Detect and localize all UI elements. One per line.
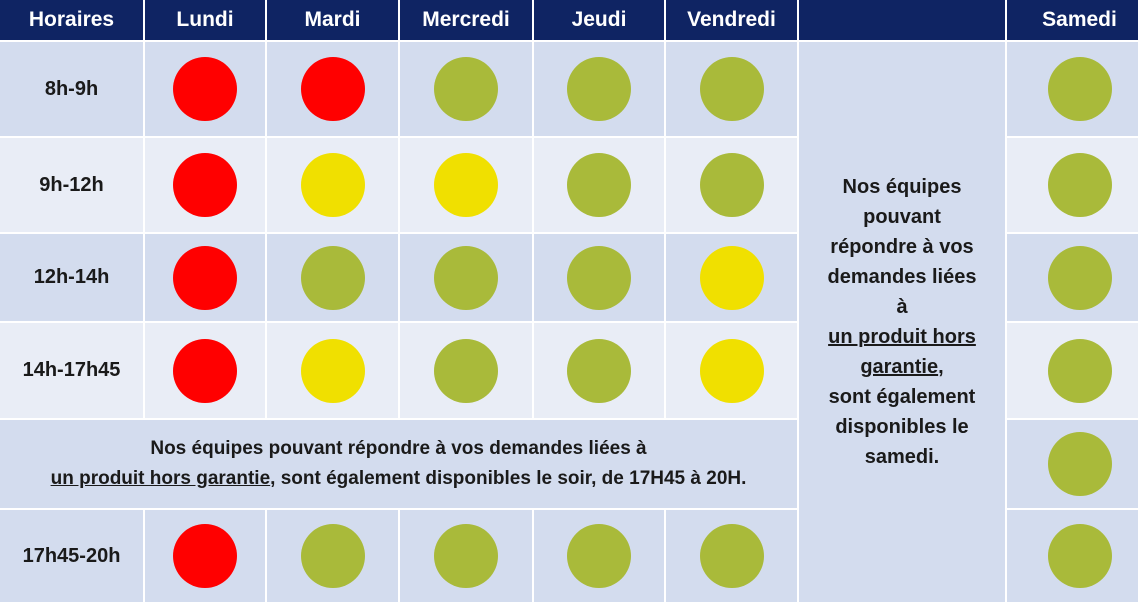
note-line: disponibles le <box>835 416 969 438</box>
status-cell <box>145 234 265 321</box>
status-cell <box>666 42 797 136</box>
status-cell <box>400 323 532 418</box>
header-mardi: Mardi <box>267 0 398 40</box>
status-dot-red <box>173 524 237 588</box>
note-line-garantie: garantie, <box>860 352 943 382</box>
status-cell <box>400 234 532 321</box>
status-cell <box>400 42 532 136</box>
status-cell <box>666 234 797 321</box>
note-comma: , <box>938 356 944 378</box>
samedi-cell <box>1007 420 1138 508</box>
status-dot-green <box>699 153 764 217</box>
status-dot-yellow <box>434 153 498 217</box>
status-dot-green <box>699 524 764 588</box>
banner-rest: , sont également disponibles le soir, de… <box>270 468 747 489</box>
status-cell <box>400 138 532 232</box>
status-dot-green <box>1047 245 1112 310</box>
status-cell <box>267 323 398 418</box>
status-dot-yellow <box>300 338 365 403</box>
status-dot-red <box>173 245 237 310</box>
status-dot-yellow <box>300 153 365 217</box>
note-line: répondre à vos <box>830 236 974 258</box>
samedi-cell <box>1007 234 1138 321</box>
evening-banner: Nos équipes pouvant répondre à vos deman… <box>0 420 797 508</box>
status-cell <box>666 510 797 602</box>
status-dot-green <box>567 57 631 121</box>
status-cell <box>534 234 664 321</box>
status-dot-green <box>1047 338 1112 403</box>
status-cell <box>534 138 664 232</box>
samedi-cell <box>1007 323 1138 418</box>
note-line: samedi. <box>864 446 940 468</box>
samedi-cell <box>1007 510 1138 602</box>
header-horaires: Horaires <box>0 0 143 40</box>
status-cell <box>267 42 398 136</box>
status-dot-green <box>434 57 498 121</box>
status-cell <box>534 510 664 602</box>
status-cell <box>666 138 797 232</box>
samedi-cell <box>1007 42 1138 136</box>
time-slot: 9h-12h <box>0 138 143 232</box>
status-dot-green <box>1047 57 1112 121</box>
status-dot <box>1047 432 1112 496</box>
status-cell <box>145 42 265 136</box>
banner-underlined: un produit hors garantie <box>50 468 271 489</box>
banner-line-2: un produit hors garantie, sont également… <box>51 464 747 494</box>
status-dot-red <box>173 153 237 217</box>
status-dot-green <box>1047 524 1112 588</box>
note-underlined-word: garantie <box>860 356 939 378</box>
status-cell <box>267 234 398 321</box>
header-mercredi: Mercredi <box>400 0 532 40</box>
header-lundi: Lundi <box>145 0 265 40</box>
status-dot-green <box>567 245 631 310</box>
status-cell <box>534 42 664 136</box>
status-dot-green <box>434 524 498 588</box>
header-jeudi: Jeudi <box>534 0 664 40</box>
banner-line-1: Nos équipes pouvant répondre à vos deman… <box>150 438 647 459</box>
note-line: à <box>896 296 908 318</box>
time-slot: 8h-9h <box>0 42 143 136</box>
header-blank <box>799 0 1005 40</box>
time-slot: 14h-17h45 <box>0 323 143 418</box>
saturday-note: Nos équipes pouvant répondre à vos deman… <box>799 42 1005 602</box>
note-line: demandes liées <box>827 266 977 288</box>
status-dot-green <box>567 524 631 588</box>
status-dot-red <box>300 57 365 121</box>
status-dot-green <box>567 153 631 217</box>
status-cell <box>267 138 398 232</box>
status-dot-yellow <box>699 338 764 403</box>
status-dot-green <box>567 338 631 403</box>
status-dot-green <box>434 245 498 310</box>
status-cell <box>145 510 265 602</box>
note-line: Nos équipes <box>842 176 962 198</box>
status-cell <box>145 138 265 232</box>
time-slot: 12h-14h <box>0 234 143 321</box>
note-underlined-line: un produit hors <box>828 326 976 348</box>
status-dot-green <box>1047 153 1112 217</box>
status-cell <box>267 510 398 602</box>
status-dot-green <box>434 338 498 403</box>
header-samedi: Samedi <box>1007 0 1138 40</box>
status-cell <box>145 323 265 418</box>
status-cell <box>534 323 664 418</box>
status-cell <box>666 323 797 418</box>
header-vendredi: Vendredi <box>666 0 797 40</box>
status-cell <box>400 510 532 602</box>
status-dot-yellow <box>699 245 764 310</box>
status-dot-green <box>300 245 365 310</box>
status-dot-green <box>699 57 764 121</box>
note-line: sont également <box>828 386 976 408</box>
status-dot-red <box>173 338 237 403</box>
note-line: pouvant <box>863 206 941 228</box>
status-dot-green <box>300 524 365 588</box>
status-dot-red <box>173 57 237 121</box>
time-slot: 17h45-20h <box>0 510 143 602</box>
samedi-cell <box>1007 138 1138 232</box>
